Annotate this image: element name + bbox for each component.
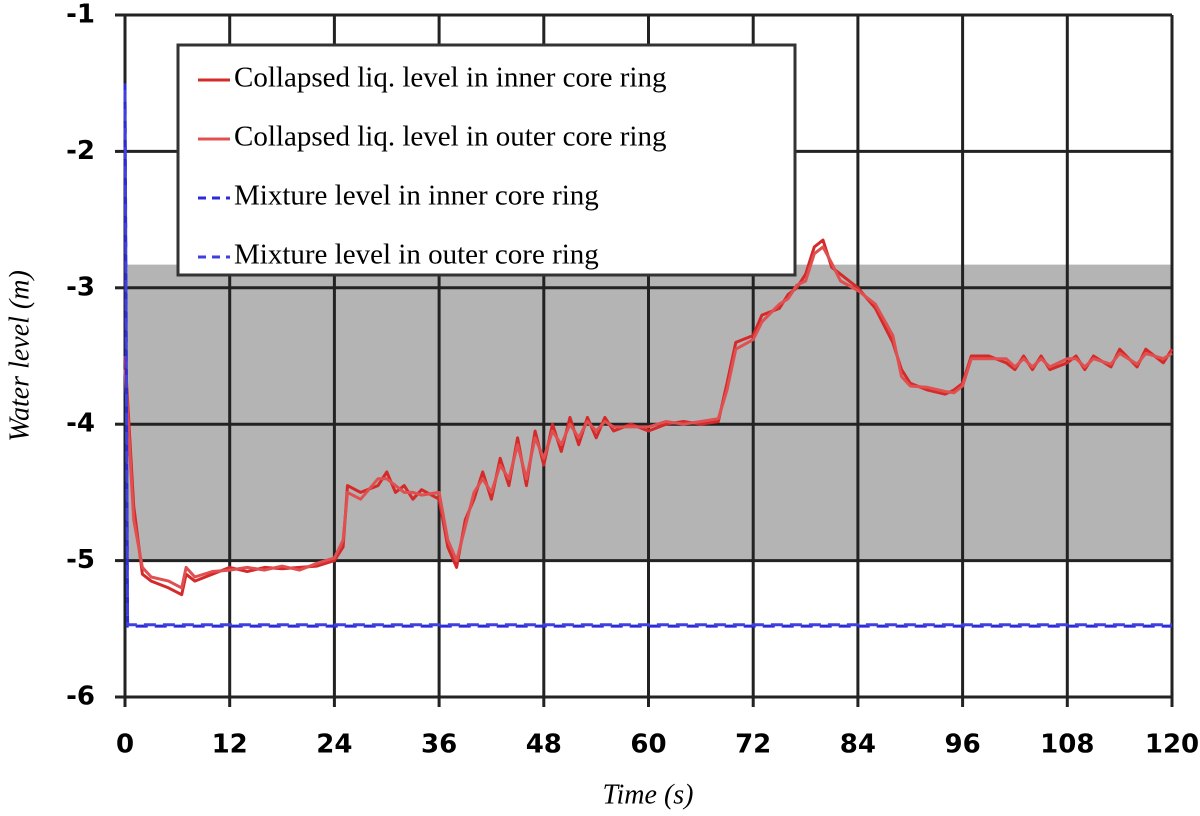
- x-tick-label: 84: [840, 730, 876, 760]
- y-tick-label: -6: [66, 682, 95, 712]
- y-tick-label: -4: [66, 409, 95, 439]
- x-axis-label: Time (s): [603, 779, 694, 810]
- legend-box: [176, 43, 797, 277]
- y-tick-label: -5: [66, 545, 95, 575]
- x-tick-label: 12: [212, 730, 248, 760]
- x-tick-label: 72: [735, 730, 771, 760]
- x-tick-label: 108: [1040, 730, 1094, 760]
- series-line: [123, 89, 1172, 627]
- y-tick-label: -3: [66, 272, 95, 302]
- y-axis-label: Water level (m): [4, 270, 35, 442]
- legend-label: Mixture level in inner core ring: [234, 180, 599, 212]
- x-tick-label: 48: [526, 730, 562, 760]
- series-line: [123, 245, 1173, 590]
- x-tick-label: 96: [945, 730, 981, 760]
- legend-label: Mixture level in outer core ring: [234, 239, 599, 271]
- x-tick-label: 36: [421, 730, 457, 760]
- y-tick-label: -1: [66, 0, 95, 30]
- series-line: [123, 238, 1174, 597]
- legend-label: Collapsed liq. level in inner core ring: [234, 62, 666, 94]
- x-tick-label: 0: [116, 730, 134, 760]
- legend-label: Collapsed liq. level in outer core ring: [234, 121, 666, 153]
- legend: Collapsed liq. level in inner core ring C…: [176, 43, 797, 277]
- x-tick-label: 60: [630, 730, 666, 760]
- x-tick-label: 24: [316, 730, 352, 760]
- y-tick-label: -2: [66, 136, 95, 166]
- x-tick-label: 120: [1145, 730, 1199, 760]
